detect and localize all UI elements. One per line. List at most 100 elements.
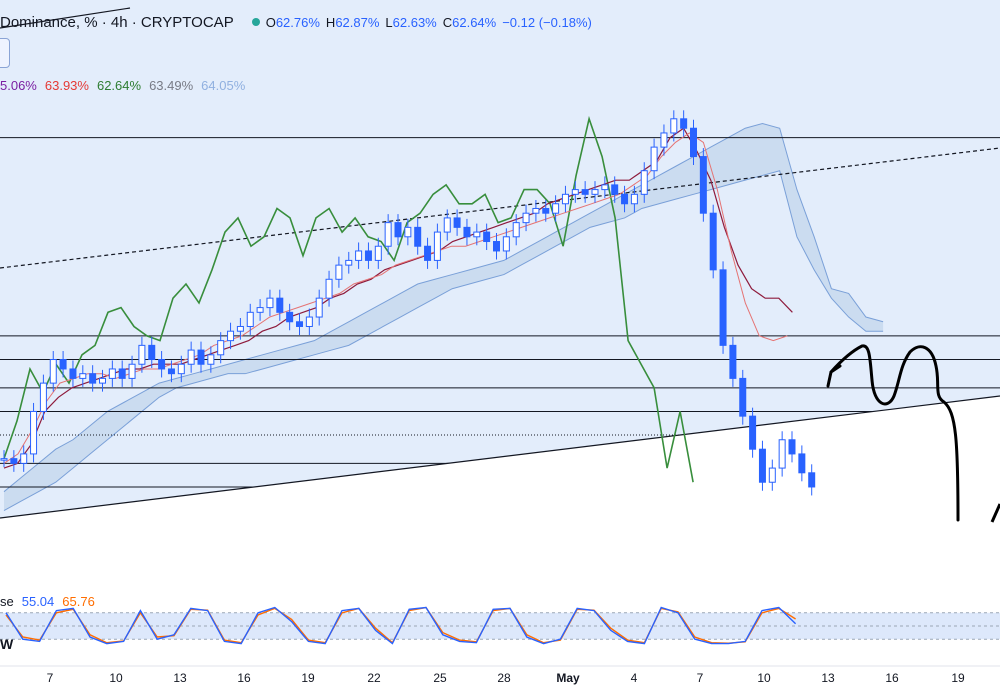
ichimoku-values: 5.06% 63.93% 62.64% 63.49% 64.05% [0, 78, 245, 93]
x-tick-label: 10 [109, 671, 123, 685]
candle-body [463, 226, 471, 238]
candle-body [167, 368, 175, 375]
x-tick-label: 10 [757, 671, 771, 685]
candle-body [512, 222, 520, 238]
candle-body [433, 231, 441, 261]
candle-body [729, 344, 737, 379]
candle-body [355, 250, 363, 261]
ohlc-value-0: 62.76% [275, 14, 320, 30]
candle-body [798, 453, 806, 474]
indicator-value-0: 5.06% [0, 78, 37, 93]
lagging-span-line [3, 115, 694, 483]
candle-body [39, 382, 47, 412]
x-tick-label: 19 [951, 671, 965, 685]
candle-body [20, 453, 28, 464]
drawn-curve [826, 344, 960, 522]
candle-body [236, 325, 244, 332]
watermark: W [0, 636, 14, 652]
ohlc-values: O62.76% H62.87% L62.63% C62.64% −0.12 (−0.18… [266, 15, 598, 30]
x-tick-label: 7 [697, 671, 704, 685]
candle-body [364, 250, 372, 261]
candle-body [256, 307, 264, 313]
candle-body [758, 448, 766, 483]
candle-body [30, 410, 38, 455]
candle-body [502, 236, 510, 252]
candle-body [187, 349, 195, 365]
x-tick-label: 16 [237, 671, 251, 685]
candle-body [315, 297, 323, 318]
x-tick-label: 13 [173, 671, 187, 685]
candle-body [561, 193, 569, 205]
candle-body [158, 359, 166, 370]
candle-body [493, 241, 500, 252]
candle-body [542, 207, 550, 214]
candle-body [384, 222, 392, 247]
stoch-legend: se 55.04 65.76 [0, 594, 95, 609]
candle-body [650, 146, 658, 172]
collapse-button[interactable] [0, 38, 10, 68]
stoch-k-line [5, 606, 797, 645]
stoch-name: se [0, 594, 14, 609]
x-tick-label: 25 [433, 671, 447, 685]
candle-body [601, 184, 609, 191]
ohlc-label-0: O [265, 14, 276, 30]
candle-body [690, 127, 697, 158]
ohlc-label-2: L [385, 14, 393, 30]
candle-body [453, 217, 461, 228]
chart-header: Dominance, % · 4h · CRYPTOCAP O62.76% H62… [0, 8, 598, 36]
candle-body [719, 269, 727, 346]
candle-body [79, 373, 87, 379]
candle-body [749, 415, 757, 450]
candle-body [335, 264, 343, 280]
candle-body [266, 297, 274, 309]
candle-body [296, 321, 303, 327]
x-tick-label: 13 [821, 671, 835, 685]
ohlc-value-3: 62.64% [452, 14, 497, 30]
candle-body [99, 377, 106, 384]
candle-body [778, 439, 786, 469]
candle-body [768, 467, 776, 483]
x-tick-label: 19 [301, 671, 315, 685]
candle-body [443, 217, 451, 233]
x-tick-label: 4 [631, 671, 638, 685]
x-tick-label: 7 [47, 671, 54, 685]
candle-body [177, 363, 185, 375]
x-axis: 7 10 13 16 19 22 25 28 May 4 7 10 13 16 19 [0, 665, 1000, 685]
stoch-k-value: 55.04 [21, 594, 55, 609]
candle-body [89, 373, 97, 384]
cloud-lower-line [3, 170, 884, 511]
candle-body [138, 344, 146, 365]
market-status-icon [251, 18, 260, 26]
drawn-stroke [990, 503, 1000, 523]
candle-body [522, 212, 530, 224]
ohlc-value-1: 62.87% [335, 14, 380, 30]
candle-body [670, 118, 678, 134]
candle-body [414, 226, 422, 247]
candle-body [404, 226, 412, 238]
candle-body [197, 349, 205, 365]
candle-body [286, 311, 294, 323]
x-tick-label: 16 [885, 671, 899, 685]
candle-body [699, 156, 707, 214]
candle-body [128, 363, 136, 379]
candle-body [788, 439, 796, 455]
ohlc-label-1: H [325, 14, 336, 30]
ohlc-value-2: 62.63% [392, 14, 437, 30]
candle-body [0, 458, 8, 461]
candle-body [630, 193, 638, 205]
candle-body [305, 316, 313, 327]
candle-body [217, 340, 225, 356]
top-trendline [0, 7, 131, 29]
rising-trendline [0, 395, 1000, 519]
candle-body [227, 330, 235, 342]
indicator-value-1: 63.93% [44, 78, 89, 93]
candle-body [660, 132, 668, 148]
candle-body [345, 259, 353, 266]
candle-body [611, 184, 619, 195]
candle-body [325, 278, 333, 299]
candle-body [276, 297, 284, 313]
candle-body [739, 377, 747, 417]
candle-body [621, 193, 629, 205]
chart-title: Dominance, % · 4h · CRYPTOCAP [0, 13, 234, 31]
